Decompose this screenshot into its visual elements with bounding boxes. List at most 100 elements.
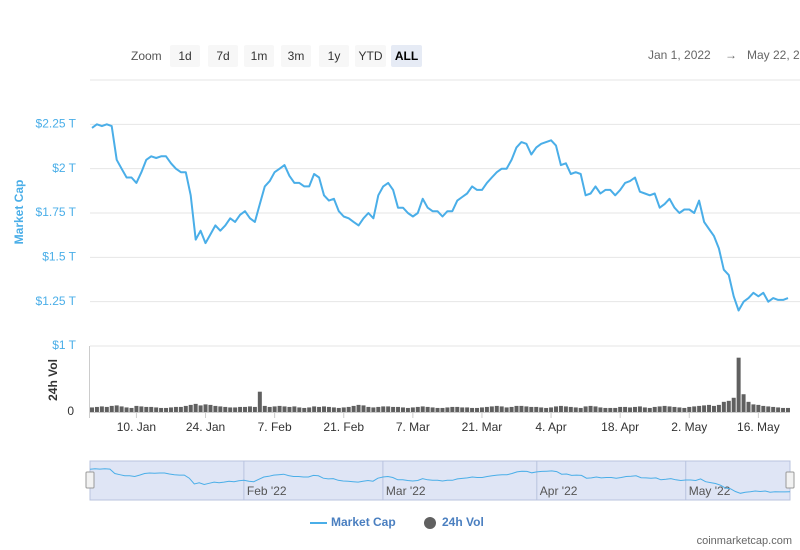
volume-bar: [396, 406, 401, 412]
volume-bar: [781, 407, 786, 412]
volume-bar: [203, 404, 208, 412]
y-tick-label: $1 T: [52, 338, 76, 352]
x-tick-label: 2. May: [671, 420, 707, 434]
volume-bar: [554, 406, 558, 412]
y-tick-label: $1.25 T: [36, 294, 77, 308]
volume-bar: [445, 407, 450, 412]
volume-bar: [746, 401, 751, 412]
volume-bar: [317, 406, 322, 412]
volume-bar: [356, 404, 361, 412]
volume-bar: [144, 406, 149, 412]
volume-bar: [233, 407, 238, 412]
volume-bar: [657, 406, 662, 412]
volume-bar: [198, 405, 203, 412]
volume-bar: [489, 406, 494, 412]
zoom-button-label[interactable]: 1y: [328, 49, 341, 63]
volume-bar: [386, 406, 391, 412]
zoom-button[interactable]: [281, 45, 311, 67]
navigator-handle[interactable]: [785, 471, 795, 489]
volume-bar: [400, 407, 405, 412]
volume-bar: [697, 405, 702, 412]
market-cap-line: [91, 123, 789, 312]
y-tick-label: $1.5 T: [42, 250, 76, 264]
volume-bar: [716, 404, 721, 412]
volume-bar: [405, 407, 410, 412]
zoom-button-label[interactable]: 3m: [288, 49, 305, 63]
volume-bar: [618, 406, 623, 412]
zoom-button[interactable]: [170, 45, 200, 67]
volume-bar: [247, 406, 252, 412]
y-tick-label: $1.75 T: [36, 205, 77, 219]
zoom-button[interactable]: [391, 45, 422, 67]
volume-bar: [297, 407, 302, 412]
volume-bar: [168, 407, 173, 412]
range-arrow: →: [725, 48, 737, 62]
volume-bar: [292, 406, 297, 412]
volume-bar: [322, 406, 326, 412]
navigator-label: Mar '22: [386, 484, 426, 498]
volume-bar: [164, 407, 169, 412]
volume-bar: [272, 406, 277, 412]
volume-bar: [672, 406, 677, 412]
volume-bar: [218, 406, 223, 412]
volume-bar: [410, 407, 415, 412]
volume-bar: [173, 406, 178, 412]
zoom-button-label[interactable]: 1m: [251, 49, 268, 63]
volume-bar: [366, 406, 371, 412]
volume-bar: [415, 406, 420, 412]
volume-bar: [277, 405, 282, 412]
volume-bar: [262, 405, 267, 412]
volume-bar: [563, 406, 568, 412]
zoom-button[interactable]: [208, 45, 238, 67]
volume-bar: [213, 405, 218, 412]
volume-bar: [252, 406, 257, 412]
volume-bar: [603, 407, 608, 412]
navigator-handle[interactable]: [85, 471, 95, 489]
volume-bar: [129, 407, 134, 412]
volume-bar: [761, 405, 766, 412]
range-from: Jan 1, 2022: [648, 48, 711, 62]
legend-item[interactable]: 24h Vol: [442, 515, 484, 529]
volume-bar: [312, 406, 317, 412]
volume-bar: [94, 406, 99, 412]
volume-bar: [183, 405, 188, 412]
zoom-button[interactable]: [244, 45, 274, 67]
volume-bar: [223, 406, 228, 412]
volume-bar: [257, 391, 262, 412]
volume-bar: [282, 406, 287, 412]
volume-bar: [509, 406, 514, 412]
volume-bar: [208, 404, 213, 412]
zoom-button-label[interactable]: 1d: [178, 49, 191, 63]
volume-bar: [435, 407, 440, 412]
volume-bar: [623, 406, 628, 412]
volume-bar: [702, 405, 707, 412]
volume-bar: [573, 407, 578, 412]
volume-bar: [440, 407, 445, 412]
x-tick-label: 21. Mar: [462, 420, 503, 434]
volume-bar: [642, 407, 647, 412]
zoom-button-label[interactable]: 7d: [216, 49, 229, 63]
zoom-button-label[interactable]: YTD: [359, 49, 383, 63]
volume-bar: [771, 406, 776, 412]
zoom-button[interactable]: [319, 45, 349, 67]
volume-bar: [361, 405, 366, 412]
volume-bar: [336, 407, 341, 412]
volume-bar: [578, 407, 583, 412]
volume-bar: [425, 406, 430, 412]
volume-bar: [652, 406, 657, 412]
y2-axis-title: 24h Vol: [46, 359, 60, 401]
volume-bar: [736, 357, 741, 412]
volume-bar: [341, 407, 346, 412]
volume-bar: [346, 406, 351, 412]
legend-item[interactable]: Market Cap: [331, 515, 396, 529]
volume-bar: [613, 407, 618, 412]
volume-bar: [243, 406, 248, 412]
volume-bar: [450, 406, 455, 412]
volume-bar: [287, 406, 292, 412]
zoom-button-label[interactable]: ALL: [395, 49, 418, 63]
volume-bar: [499, 406, 504, 412]
zoom-button[interactable]: [355, 45, 386, 67]
x-tick-label: 16. May: [737, 420, 780, 434]
volume-bar: [109, 405, 114, 412]
volume-bar: [519, 405, 524, 412]
